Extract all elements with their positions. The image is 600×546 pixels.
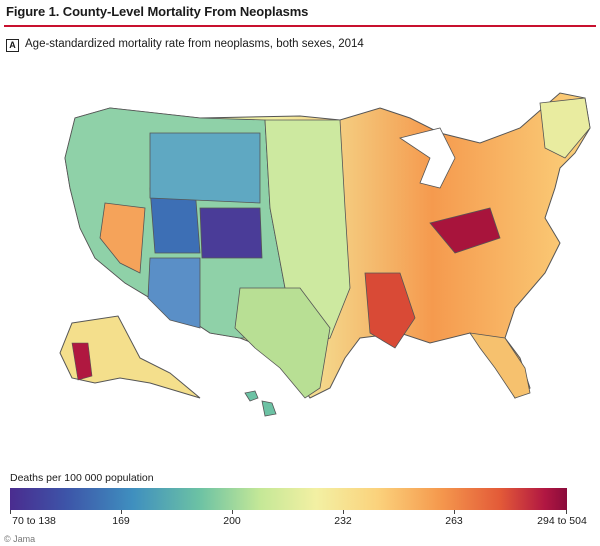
region-florida: [469, 332, 531, 399]
title-rule: [4, 25, 596, 27]
region-hawaii: [244, 390, 277, 417]
legend-tick: [566, 510, 567, 514]
panel-label: A: [6, 39, 19, 52]
legend-tick: [343, 510, 344, 514]
region-new-england: [539, 97, 591, 159]
legend-tick-label: 200: [223, 515, 241, 527]
region-mississippi: [364, 272, 416, 349]
legend-tick-label: 232: [334, 515, 352, 527]
legend-tick: [454, 510, 455, 514]
region-nevada: [99, 202, 146, 274]
legend-tick-label: 263: [445, 515, 463, 527]
legend-color-bar: [10, 488, 567, 510]
legend-title: Deaths per 100 000 population: [10, 472, 154, 484]
region-texas: [234, 287, 331, 399]
region-colorado: [199, 207, 263, 259]
legend-tick: [232, 510, 233, 514]
us-county-map: [59, 92, 591, 417]
region-alaska-west-red: [71, 342, 93, 381]
region-mountain-north: [149, 132, 261, 204]
legend-tick-label: 294 to 504: [537, 515, 587, 527]
legend-tick-label: 70 to 138: [12, 515, 56, 527]
legend-tick-label: 169: [112, 515, 130, 527]
panel-caption: Age-standardized mortality rate from neo…: [25, 38, 364, 50]
region-kentucky: [429, 207, 501, 254]
great-lakes: [399, 127, 456, 189]
figure-title: Figure 1. County-Level Mortality From Ne…: [6, 4, 309, 19]
region-alaska: [59, 315, 201, 399]
region-arizona: [147, 257, 201, 329]
image-credit: © Jama: [4, 534, 36, 544]
legend-tick: [121, 510, 122, 514]
legend-tick: [10, 510, 11, 514]
